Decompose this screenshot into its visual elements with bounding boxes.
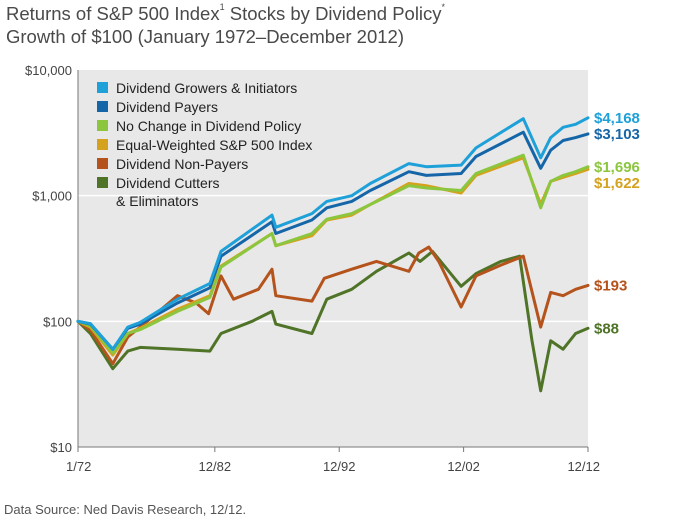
series-line	[76, 245, 590, 366]
legend-swatch	[97, 158, 108, 169]
series-line	[76, 116, 590, 351]
series-end-label: $193	[594, 277, 627, 294]
title-main: Returns of S&P 500 Index	[6, 3, 220, 24]
legend-swatch	[97, 177, 108, 188]
legend-label: Dividend Non-Payers	[116, 156, 248, 172]
series-end-label: $3,103	[594, 126, 640, 143]
series-line	[76, 249, 590, 393]
legend-swatch	[97, 139, 108, 150]
legend-label: & Eliminators	[116, 193, 198, 209]
chart-title: Returns of S&P 500 Index1 Stocks by Divi…	[6, 2, 445, 48]
title-footnote-1: 1	[219, 2, 225, 12]
legend-swatch	[97, 120, 108, 131]
series-end-label: $1,622	[594, 175, 640, 192]
legend-label: Dividend Growers & Initiators	[116, 80, 297, 96]
series-end-label: $4,168	[594, 110, 640, 127]
legend-swatch	[97, 101, 108, 112]
chart-svg: $10 $100 $1,000 $10,000 1/72 12/82 12/92 12/02 1…	[25, 63, 640, 474]
legend-label: No Change in Dividend Policy	[116, 118, 301, 134]
legend-swatch	[97, 82, 108, 93]
series-end-label: $1,696	[594, 159, 640, 176]
x-tick-label: 12/92	[323, 459, 356, 474]
title-footnote-asterisk: *	[441, 2, 446, 12]
series-line	[76, 130, 590, 351]
x-tick-label: 1/72	[66, 459, 91, 474]
legend-label: Dividend Cutters	[116, 175, 220, 191]
series-end-label: $88	[594, 320, 619, 337]
y-tick-label: $100	[43, 314, 72, 329]
title-rest: Stocks by Dividend Policy	[224, 3, 442, 24]
y-tick-label: $10,000	[25, 63, 72, 78]
legend-label: Dividend Payers	[116, 99, 218, 115]
legend-label: Equal-Weighted S&P 500 Index	[116, 137, 312, 153]
x-tick-label: 12/82	[199, 459, 232, 474]
x-tick-label: 12/12	[567, 459, 600, 474]
y-tick-label: $1,000	[32, 189, 72, 204]
y-tick-label: $10	[50, 440, 72, 455]
x-tick-label: 12/02	[447, 459, 480, 474]
chart-subtitle: Growth of $100 (January 1972–December 20…	[6, 26, 404, 47]
data-source-note: Data Source: Ned Davis Research, 12/12.	[4, 502, 247, 517]
series-line	[76, 153, 590, 355]
